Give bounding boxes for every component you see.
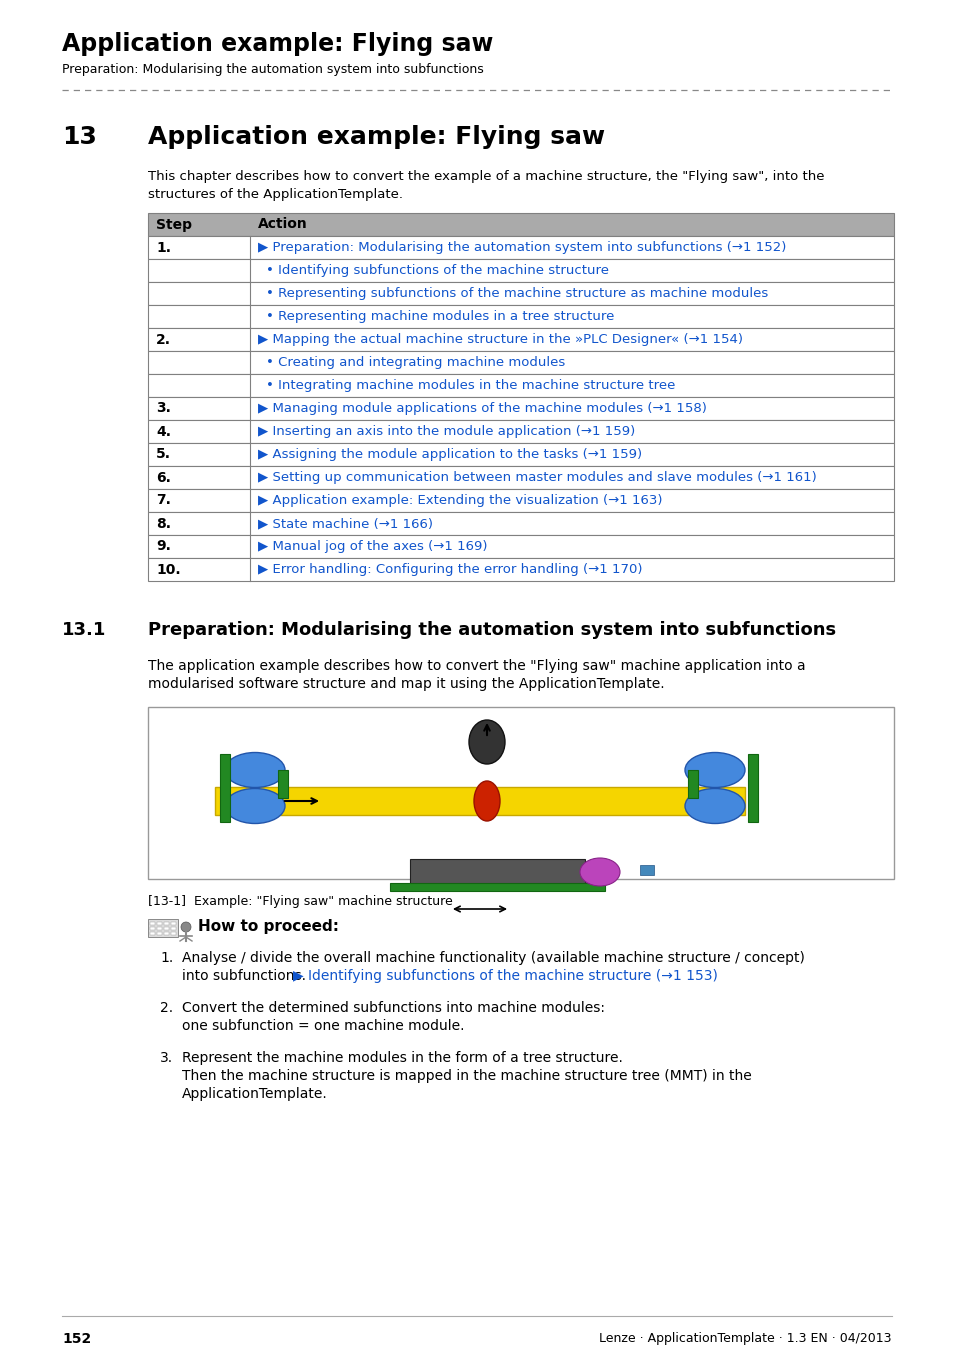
Text: ▶ Manual jog of the axes (→1 169): ▶ Manual jog of the axes (→1 169) bbox=[257, 540, 487, 553]
Bar bbox=[148, 259, 893, 282]
Bar bbox=[148, 443, 893, 466]
Text: ▶ Error handling: Configuring the error handling (→1 170): ▶ Error handling: Configuring the error … bbox=[257, 563, 641, 576]
Text: ▶ Mapping the actual machine structure in the »PLC Designer« (→1 154): ▶ Mapping the actual machine structure i… bbox=[257, 333, 742, 346]
Text: 8.: 8. bbox=[156, 517, 171, 531]
Text: Convert the determined subfunctions into machine modules:: Convert the determined subfunctions into… bbox=[182, 1000, 604, 1015]
Text: 3.: 3. bbox=[160, 1052, 172, 1065]
Bar bbox=[148, 374, 893, 397]
Text: • Identifying subfunctions of the machine structure: • Identifying subfunctions of the machin… bbox=[266, 265, 608, 277]
Bar bbox=[164, 931, 169, 936]
Bar bbox=[171, 922, 175, 925]
Text: Step: Step bbox=[156, 217, 192, 231]
Text: ▶ Application example: Extending the visualization (→1 163): ▶ Application example: Extending the vis… bbox=[257, 494, 661, 508]
Text: 7.: 7. bbox=[156, 494, 171, 508]
Text: 13.1: 13.1 bbox=[62, 621, 107, 639]
Bar bbox=[171, 931, 175, 936]
Bar bbox=[150, 922, 154, 925]
Text: 4.: 4. bbox=[156, 424, 171, 439]
Bar bbox=[148, 305, 893, 328]
Bar bbox=[148, 213, 893, 236]
Ellipse shape bbox=[469, 720, 504, 764]
Text: The application example describes how to convert the "Flying saw" machine applic: The application example describes how to… bbox=[148, 659, 804, 674]
Text: • Integrating machine modules in the machine structure tree: • Integrating machine modules in the mac… bbox=[266, 379, 675, 391]
Ellipse shape bbox=[684, 752, 744, 787]
Text: Preparation: Modularising the automation system into subfunctions: Preparation: Modularising the automation… bbox=[62, 63, 483, 76]
Text: 2.: 2. bbox=[160, 1000, 172, 1015]
Text: This chapter describes how to convert the example of a machine structure, the "F: This chapter describes how to convert th… bbox=[148, 170, 823, 184]
Bar bbox=[148, 489, 893, 512]
Bar bbox=[639, 865, 654, 875]
Text: Preparation: Modularising the automation system into subfunctions: Preparation: Modularising the automation… bbox=[148, 621, 835, 639]
Bar bbox=[148, 466, 893, 489]
Bar bbox=[148, 707, 893, 879]
Bar bbox=[157, 922, 162, 925]
Text: 1.: 1. bbox=[156, 240, 171, 255]
Bar bbox=[148, 420, 893, 443]
Text: Represent the machine modules in the form of a tree structure.: Represent the machine modules in the for… bbox=[182, 1052, 622, 1065]
Text: Then the machine structure is mapped in the machine structure tree (MMT) in the: Then the machine structure is mapped in … bbox=[182, 1069, 751, 1083]
Text: ▶ Assigning the module application to the tasks (→1 159): ▶ Assigning the module application to th… bbox=[257, 448, 641, 460]
Text: ▶ Inserting an axis into the module application (→1 159): ▶ Inserting an axis into the module appl… bbox=[257, 425, 635, 437]
Text: How to proceed:: How to proceed: bbox=[198, 919, 338, 934]
Text: • Representing machine modules in a tree structure: • Representing machine modules in a tree… bbox=[266, 310, 614, 323]
Bar bbox=[148, 328, 893, 351]
Bar bbox=[148, 558, 893, 580]
Bar bbox=[157, 926, 162, 930]
Text: 152: 152 bbox=[62, 1332, 91, 1346]
Text: Action: Action bbox=[257, 217, 308, 231]
Text: into subfunctions.: into subfunctions. bbox=[182, 969, 314, 983]
Bar bbox=[410, 859, 584, 884]
Ellipse shape bbox=[225, 788, 285, 824]
Bar bbox=[148, 512, 893, 535]
Text: structures of the ApplicationTemplate.: structures of the ApplicationTemplate. bbox=[148, 188, 402, 201]
Text: ▶ State machine (→1 166): ▶ State machine (→1 166) bbox=[257, 517, 433, 531]
Text: one subfunction = one machine module.: one subfunction = one machine module. bbox=[182, 1019, 464, 1033]
Bar bbox=[220, 755, 230, 822]
Bar bbox=[150, 926, 154, 930]
Bar bbox=[687, 769, 698, 798]
Bar bbox=[148, 351, 893, 374]
Ellipse shape bbox=[474, 782, 499, 821]
Text: [13-1]  Example: "Flying saw" machine structure: [13-1] Example: "Flying saw" machine str… bbox=[148, 895, 453, 909]
Text: 10.: 10. bbox=[156, 563, 180, 576]
Text: 13: 13 bbox=[62, 126, 97, 148]
Bar bbox=[277, 769, 288, 798]
Bar bbox=[148, 919, 178, 937]
Bar bbox=[214, 787, 744, 815]
Text: ApplicationTemplate.: ApplicationTemplate. bbox=[182, 1087, 328, 1102]
Bar bbox=[150, 931, 154, 936]
Text: modularised software structure and map it using the ApplicationTemplate.: modularised software structure and map i… bbox=[148, 676, 664, 691]
Ellipse shape bbox=[684, 788, 744, 824]
Text: Analyse / divide the overall machine functionality (available machine structure : Analyse / divide the overall machine fun… bbox=[182, 950, 804, 965]
Bar bbox=[164, 922, 169, 925]
Text: 9.: 9. bbox=[156, 540, 171, 553]
Bar bbox=[164, 926, 169, 930]
Bar bbox=[157, 931, 162, 936]
Ellipse shape bbox=[579, 859, 619, 886]
Ellipse shape bbox=[225, 752, 285, 787]
Bar bbox=[747, 755, 758, 822]
Text: • Representing subfunctions of the machine structure as machine modules: • Representing subfunctions of the machi… bbox=[266, 288, 767, 300]
Bar bbox=[148, 397, 893, 420]
Text: 3.: 3. bbox=[156, 401, 171, 416]
Text: ▶ Identifying subfunctions of the machine structure (→1 153): ▶ Identifying subfunctions of the machin… bbox=[293, 969, 717, 983]
Circle shape bbox=[181, 922, 191, 931]
Text: ▶ Managing module applications of the machine modules (→1 158): ▶ Managing module applications of the ma… bbox=[257, 402, 706, 414]
Bar bbox=[148, 236, 893, 259]
Text: Lenze · ApplicationTemplate · 1.3 EN · 04/2013: Lenze · ApplicationTemplate · 1.3 EN · 0… bbox=[598, 1332, 891, 1345]
Text: • Creating and integrating machine modules: • Creating and integrating machine modul… bbox=[266, 356, 565, 369]
Text: 5.: 5. bbox=[156, 447, 171, 462]
Text: ▶ Setting up communication between master modules and slave modules (→1 161): ▶ Setting up communication between maste… bbox=[257, 471, 816, 485]
Text: Application example: Flying saw: Application example: Flying saw bbox=[148, 126, 604, 148]
Bar bbox=[171, 926, 175, 930]
Text: Application example: Flying saw: Application example: Flying saw bbox=[62, 32, 493, 55]
Bar bbox=[390, 883, 604, 891]
Text: ▶ Preparation: Modularising the automation system into subfunctions (→1 152): ▶ Preparation: Modularising the automati… bbox=[257, 242, 785, 254]
Text: 2.: 2. bbox=[156, 332, 171, 347]
Bar bbox=[148, 535, 893, 558]
Text: 1.: 1. bbox=[160, 950, 173, 965]
Bar bbox=[148, 282, 893, 305]
Text: 6.: 6. bbox=[156, 471, 171, 485]
